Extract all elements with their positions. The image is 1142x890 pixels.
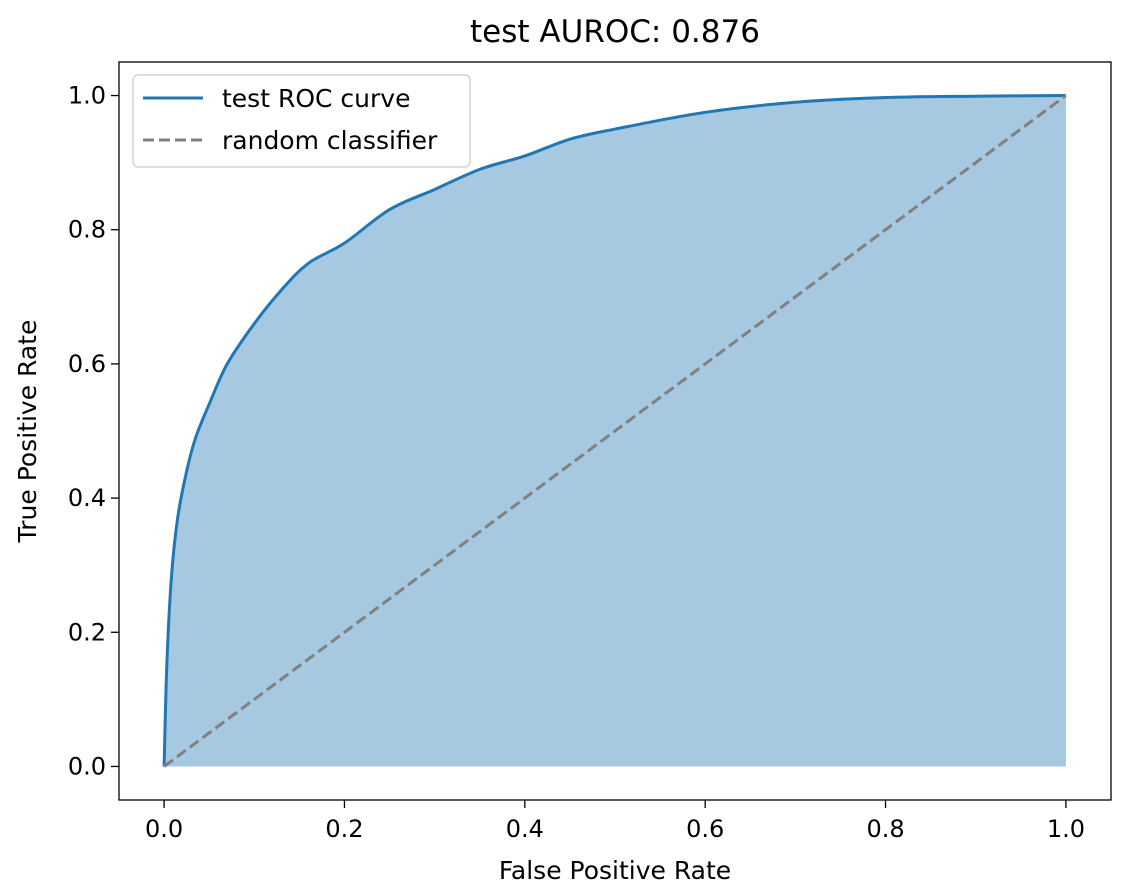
x-axis-label: False Positive Rate	[499, 856, 731, 885]
x-axis: 0.0 0.2 0.4 0.6 0.8 1.0	[145, 800, 1085, 843]
y-tick-label: 1.0	[68, 82, 106, 110]
x-tick-label: 0.0	[145, 815, 183, 843]
plot-frame	[118, 61, 1112, 801]
y-tick-label: 0.2	[68, 618, 106, 646]
chart-title: test AUROC: 0.876	[470, 14, 760, 50]
y-axis-label: True Positive Rate	[13, 320, 42, 544]
legend-box	[132, 74, 471, 168]
y-tick-label: 0.4	[68, 484, 106, 512]
y-tick-label: 0.6	[68, 350, 106, 378]
x-tick-label: 1.0	[1047, 815, 1085, 843]
legend: test ROC curve random classifier	[132, 74, 471, 168]
x-tick-label: 0.4	[506, 815, 544, 843]
roc-curve-line	[162, 94, 1066, 767]
x-tick-label: 0.2	[325, 815, 363, 843]
y-tick-label: 0.8	[68, 216, 106, 244]
y-tick-label: 0.0	[68, 752, 106, 780]
legend-label-roc: test ROC curve	[222, 84, 410, 113]
x-tick-label: 0.6	[686, 815, 724, 843]
series-lines	[162, 94, 1067, 768]
y-axis: 0.0 0.2 0.4 0.6 0.8 1.0	[68, 82, 119, 780]
random-classifier-line	[163, 94, 1067, 768]
x-tick-label: 0.8	[866, 815, 904, 843]
legend-label-random: random classifier	[222, 126, 438, 155]
